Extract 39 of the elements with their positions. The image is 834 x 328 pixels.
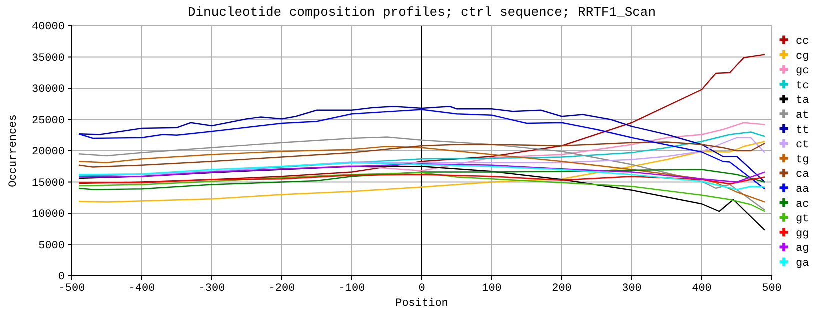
x-tick-label: -500 — [58, 282, 86, 295]
legend-label: ct — [796, 140, 810, 152]
x-tick-label: 400 — [692, 282, 712, 295]
legend-label: at — [796, 110, 810, 122]
legend-label: gt — [796, 214, 810, 226]
y-tick-label: 25000 — [32, 115, 65, 128]
legend-label: ag — [796, 243, 810, 256]
y-tick-label: 15000 — [32, 178, 65, 190]
legend-label: cc — [796, 36, 810, 48]
y-tick-label: 0 — [58, 272, 65, 284]
legend-label: ta — [796, 95, 810, 108]
x-tick-label: -100 — [338, 282, 366, 295]
x-tick-label: 200 — [552, 282, 572, 295]
legend-label: ac — [796, 198, 810, 211]
x-tick-label: -300 — [198, 282, 226, 295]
y-tick-label: 30000 — [32, 84, 65, 96]
y-tick-label: 20000 — [32, 146, 65, 159]
legend-label: ga — [796, 258, 810, 270]
y-tick-label: 35000 — [32, 52, 65, 65]
x-tick-label: 500 — [762, 282, 782, 295]
legend-label: cg — [796, 50, 810, 63]
y-tick-label: 5000 — [38, 240, 65, 252]
legend-label: aa — [796, 184, 810, 196]
x-axis-title: Position — [396, 298, 448, 310]
chart-title: Dinucleotide composition profiles; ctrl sequence; RRTF1_Scan — [188, 5, 656, 20]
x-tick-label: 300 — [622, 282, 642, 295]
y-tick-label: 40000 — [32, 22, 65, 34]
x-tick-label: 100 — [482, 282, 502, 295]
legend-label: tt — [796, 124, 810, 137]
x-tick-label: 0 — [418, 282, 426, 295]
legend-label: gg — [796, 228, 810, 240]
legend-label: gc — [796, 66, 810, 78]
y-axis-title: Occurrences — [8, 114, 20, 188]
legend-label: tc — [796, 80, 810, 92]
x-tick-label: -200 — [268, 282, 296, 295]
y-tick-label: 10000 — [32, 209, 65, 222]
legend-label: tg — [796, 154, 810, 166]
x-tick-label: -400 — [128, 282, 156, 295]
legend-label: ca — [796, 169, 810, 182]
